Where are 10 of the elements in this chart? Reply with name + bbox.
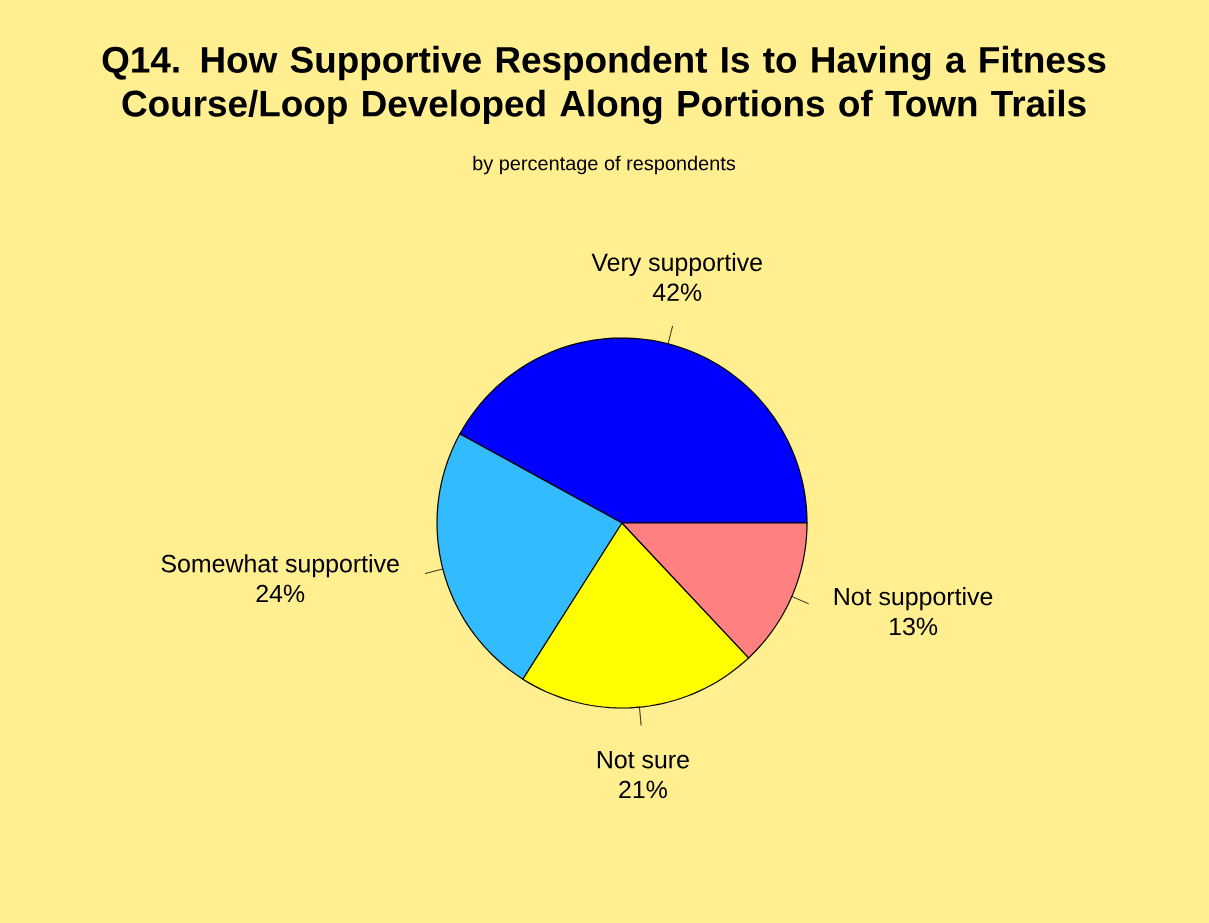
chart-title: Q14. How Supportive Respondent Is to Having a Fitness Course/Loop Developed Along Portions of Town Trails <box>102 45 1106 125</box>
data-label: 24% <box>256 584 305 603</box>
slice-label: Somewhat supportive <box>161 554 399 578</box>
data-label: 42% <box>652 283 702 301</box>
slice-label: Not supportive <box>834 587 993 611</box>
chart-subtitle: by percentage of respondents <box>473 155 736 175</box>
data-label: 13% <box>890 617 938 636</box>
slice-label: Very supportive <box>591 252 762 277</box>
data-label: 21% <box>619 780 667 799</box>
slice-label: Not sure <box>597 751 689 769</box>
